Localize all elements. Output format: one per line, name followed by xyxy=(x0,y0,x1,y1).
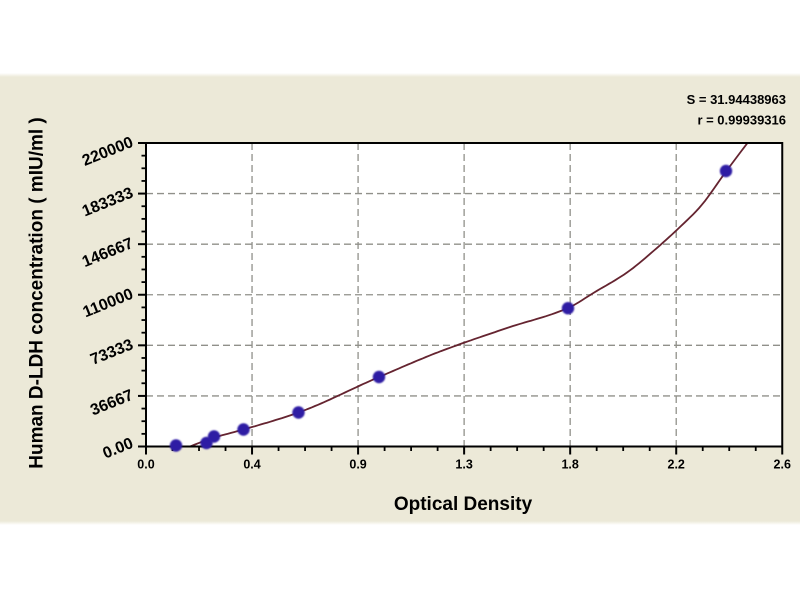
svg-text:Optical Density: Optical Density xyxy=(394,494,533,515)
svg-text:1.8: 1.8 xyxy=(561,458,578,472)
svg-text:Human D-LDH concentration ( mI: Human D-LDH concentration ( mIU/ml ) xyxy=(27,117,48,469)
svg-text:1.3: 1.3 xyxy=(455,458,472,472)
svg-text:0.9: 0.9 xyxy=(349,458,366,472)
svg-text:r = 0.99939316: r = 0.99939316 xyxy=(697,113,786,128)
svg-text:0.0: 0.0 xyxy=(137,458,154,472)
svg-text:0.4: 0.4 xyxy=(243,458,260,472)
svg-text:2.6: 2.6 xyxy=(774,458,791,472)
svg-text:2.2: 2.2 xyxy=(668,458,685,472)
svg-text:S = 31.94438963: S = 31.94438963 xyxy=(687,92,786,107)
